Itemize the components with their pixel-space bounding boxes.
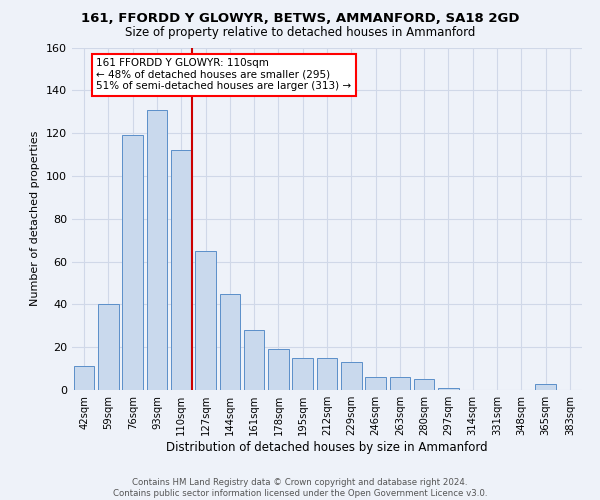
Text: Size of property relative to detached houses in Ammanford: Size of property relative to detached ho…	[125, 26, 475, 39]
Bar	[244, 330, 265, 390]
X-axis label: Distribution of detached houses by size in Ammanford: Distribution of detached houses by size …	[166, 441, 488, 454]
Bar	[122, 136, 143, 390]
Bar	[268, 350, 289, 390]
Bar	[74, 366, 94, 390]
Bar	[292, 358, 313, 390]
Bar	[98, 304, 119, 390]
Bar	[195, 251, 216, 390]
Text: 161 FFORDD Y GLOWYR: 110sqm
← 48% of detached houses are smaller (295)
51% of se: 161 FFORDD Y GLOWYR: 110sqm ← 48% of det…	[96, 58, 352, 92]
Bar	[146, 110, 167, 390]
Bar	[317, 358, 337, 390]
Bar	[414, 380, 434, 390]
Y-axis label: Number of detached properties: Number of detached properties	[31, 131, 40, 306]
Bar	[365, 377, 386, 390]
Bar	[341, 362, 362, 390]
Text: Contains HM Land Registry data © Crown copyright and database right 2024.
Contai: Contains HM Land Registry data © Crown c…	[113, 478, 487, 498]
Bar	[171, 150, 191, 390]
Bar	[438, 388, 459, 390]
Text: 161, FFORDD Y GLOWYR, BETWS, AMMANFORD, SA18 2GD: 161, FFORDD Y GLOWYR, BETWS, AMMANFORD, …	[81, 12, 519, 26]
Bar	[535, 384, 556, 390]
Bar	[220, 294, 240, 390]
Bar	[389, 377, 410, 390]
